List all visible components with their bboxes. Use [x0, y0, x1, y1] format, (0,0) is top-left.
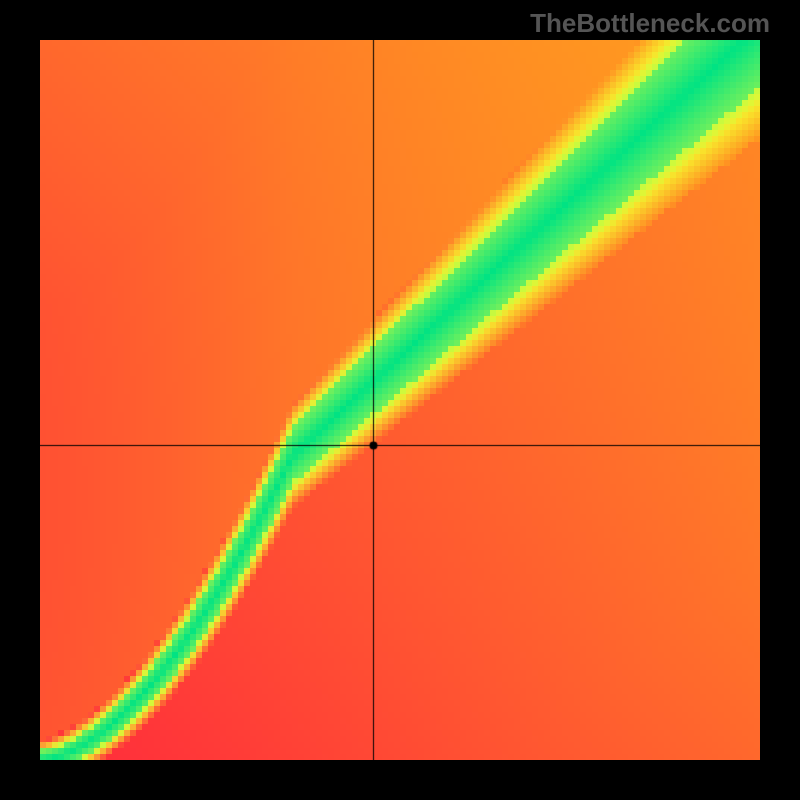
watermark-text: TheBottleneck.com [530, 8, 770, 39]
crosshair-overlay [40, 40, 760, 760]
